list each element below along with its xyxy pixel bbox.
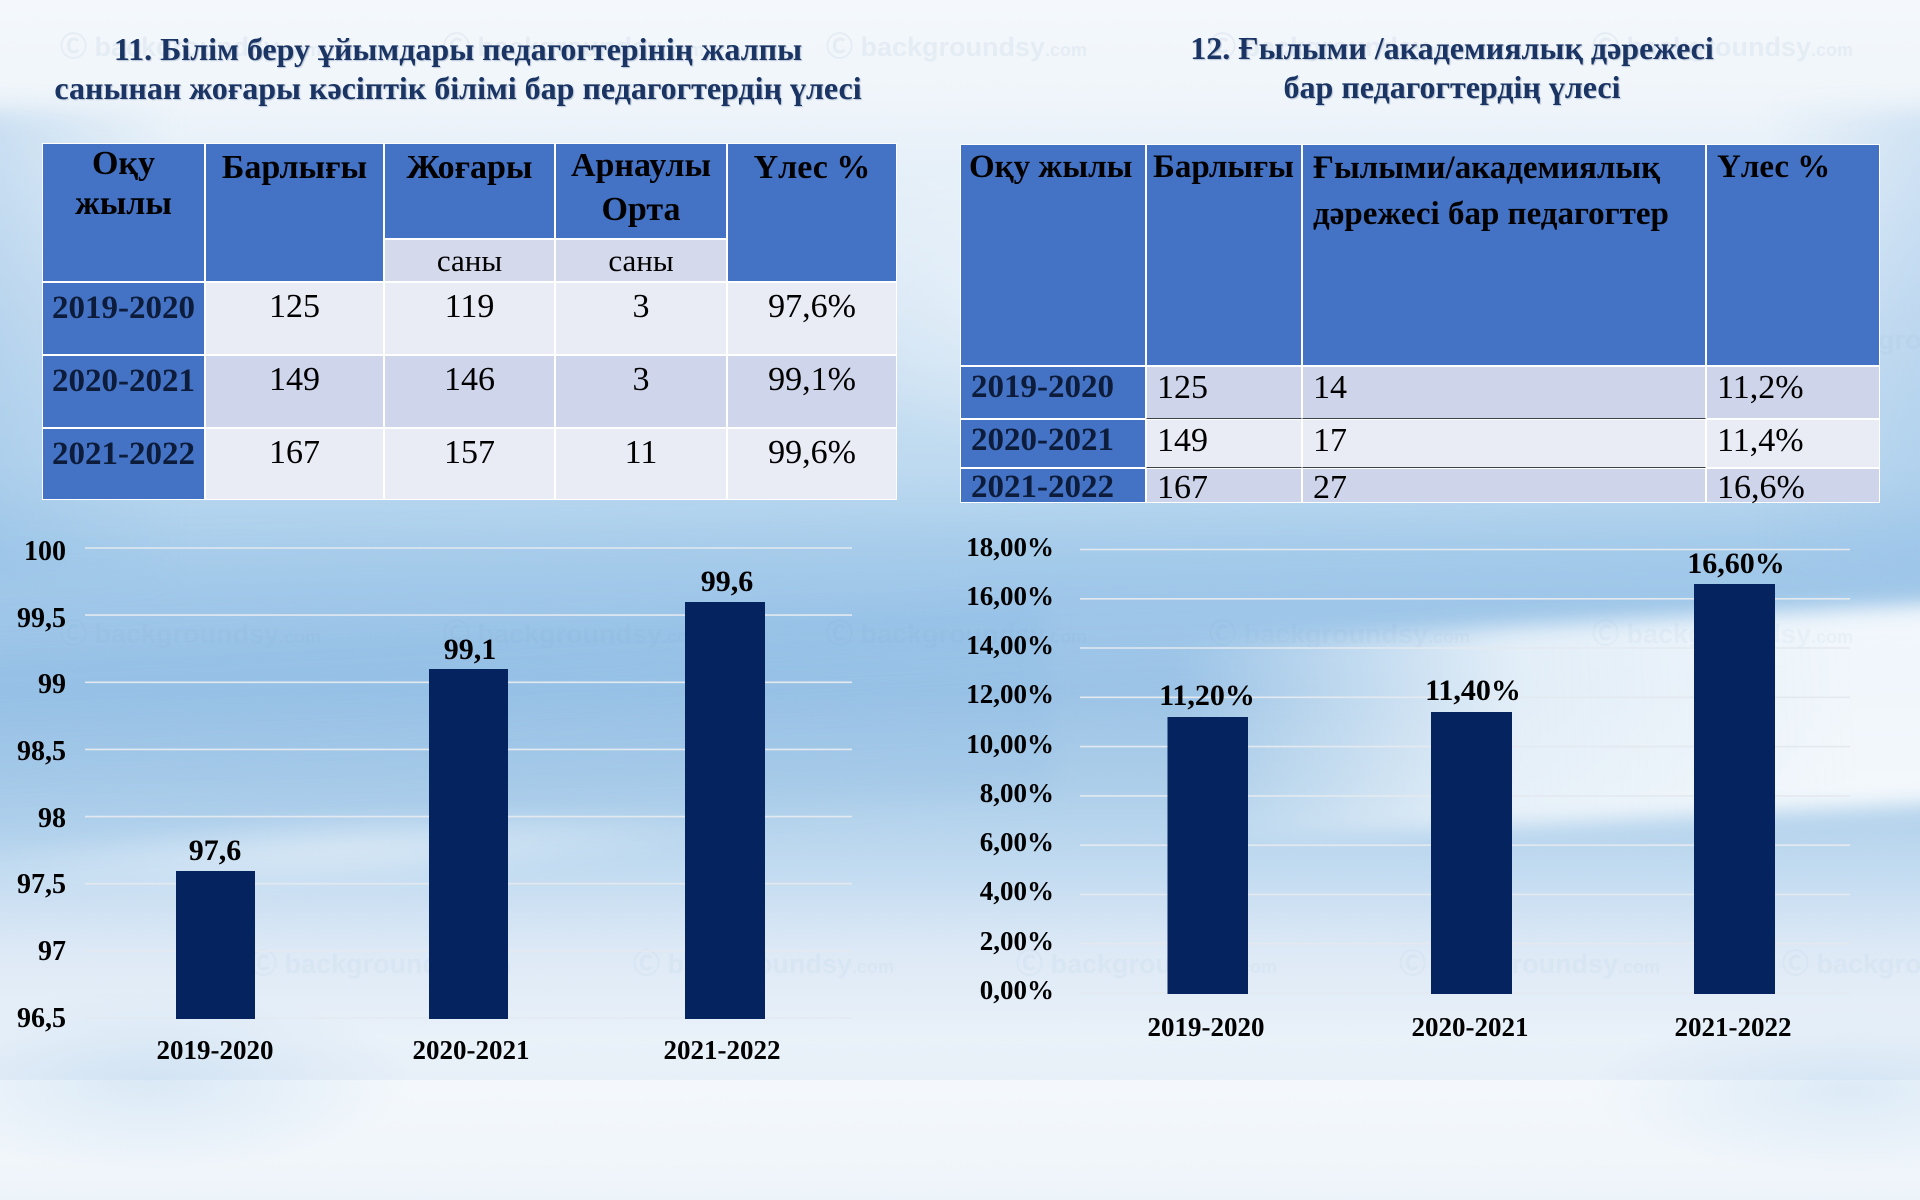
svg-text:2021-2022: 2021-2022: [1675, 1012, 1792, 1042]
svg-text:14,00%: 14,00%: [966, 630, 1054, 660]
svg-text:2020-2021: 2020-2021: [1412, 1012, 1529, 1042]
svg-text:99: 99: [38, 669, 66, 700]
svg-text:10,00%: 10,00%: [966, 729, 1054, 759]
svg-text:97,6: 97,6: [189, 834, 242, 867]
svg-text:11,20%: 11,20%: [1159, 679, 1255, 712]
svg-text:0,00%: 0,00%: [980, 975, 1054, 1005]
svg-text:2019-2020: 2019-2020: [157, 1035, 274, 1065]
svg-text:97: 97: [38, 936, 66, 967]
svg-text:11,40%: 11,40%: [1425, 674, 1521, 707]
svg-text:98: 98: [38, 803, 66, 834]
svg-text:97,5: 97,5: [17, 869, 66, 900]
svg-text:8,00%: 8,00%: [980, 778, 1054, 808]
svg-text:16,60%: 16,60%: [1687, 547, 1785, 580]
svg-text:99,5: 99,5: [17, 603, 66, 634]
svg-text:2019-2020: 2019-2020: [1148, 1012, 1265, 1042]
svg-text:100: 100: [24, 536, 66, 567]
svg-text:18,00%: 18,00%: [966, 532, 1054, 562]
svg-text:99,1: 99,1: [444, 633, 497, 666]
svg-text:16,00%: 16,00%: [966, 581, 1054, 611]
svg-text:12,00%: 12,00%: [966, 679, 1054, 709]
svg-text:99,6: 99,6: [701, 565, 754, 598]
svg-text:2020-2021: 2020-2021: [413, 1035, 530, 1065]
svg-text:98,5: 98,5: [17, 736, 66, 767]
svg-text:96,5: 96,5: [17, 1003, 66, 1034]
svg-text:2021-2022: 2021-2022: [664, 1035, 781, 1065]
svg-text:2,00%: 2,00%: [980, 926, 1054, 956]
svg-text:4,00%: 4,00%: [980, 876, 1054, 906]
svg-text:6,00%: 6,00%: [980, 827, 1054, 857]
